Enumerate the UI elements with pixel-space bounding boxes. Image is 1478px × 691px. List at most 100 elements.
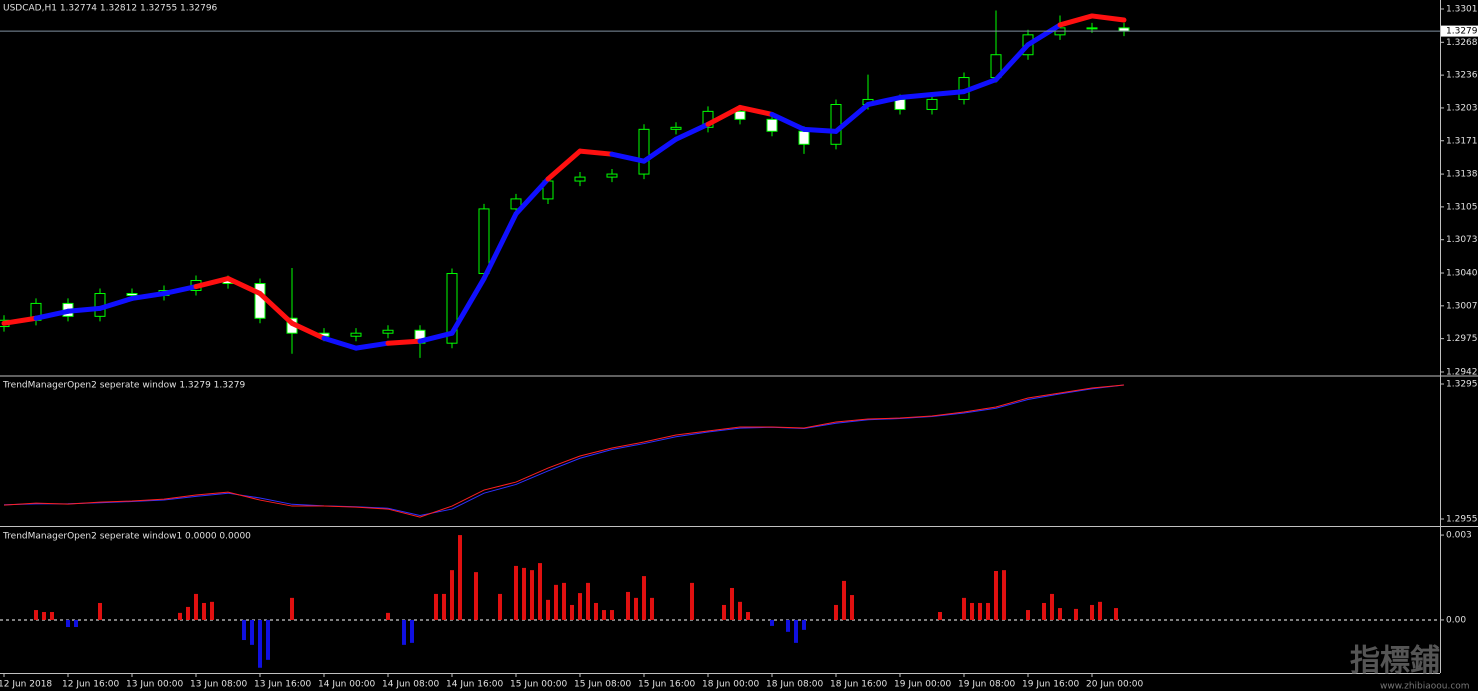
histogram-bar (938, 612, 942, 620)
histogram-bar (554, 584, 558, 620)
histogram-bar (450, 570, 454, 620)
candle-body (478, 208, 490, 275)
x-tick-label: 12 Jun 2018 (0, 680, 52, 690)
trend-segment (257, 291, 295, 326)
histogram-bar (994, 571, 998, 620)
x-tick-label: 14 Jun 00:00 (318, 680, 375, 690)
histogram-bar (986, 602, 990, 620)
histogram-bar (202, 602, 206, 620)
trend-segment (353, 340, 391, 351)
histogram-bar (458, 535, 462, 620)
y-tick-label: 1.29420 (1446, 367, 1478, 377)
x-tick-label: 13 Jun 08:00 (190, 680, 247, 690)
histogram-bar (402, 619, 406, 645)
x-tick-label: 13 Jun 16:00 (254, 680, 311, 690)
y-tick-label: 1.3295 (1446, 379, 1478, 389)
histogram-bar (578, 593, 582, 620)
candle-body (350, 332, 362, 337)
histogram-bar (242, 619, 246, 641)
histogram-bar (290, 597, 294, 620)
panel-title: USDCAD,H1 1.32774 1.32812 1.32755 1.3279… (3, 4, 218, 14)
trend-segment (577, 148, 615, 157)
histogram-bar (626, 591, 630, 620)
histogram-bar (850, 595, 854, 620)
histogram-bar (586, 582, 590, 620)
panel-title: TrendManagerOpen2 seperate window1 0.000… (2, 532, 251, 542)
candle-body (734, 110, 746, 120)
histogram-bar (1002, 570, 1006, 620)
candle-body (638, 128, 650, 175)
histogram-bar (602, 610, 606, 620)
x-tick-label: 20 Jun 00:00 (1086, 680, 1143, 690)
y-tick-label: 1.2955 (1446, 515, 1478, 525)
histogram-bar (442, 593, 446, 620)
x-tick-label: 12 Jun 16:00 (62, 680, 119, 690)
y-tick-label: 1.30075 (1446, 301, 1478, 311)
histogram-bar (514, 565, 518, 620)
candle-body (766, 118, 778, 132)
histogram-bar (1050, 593, 1054, 620)
histogram-bar (690, 582, 694, 620)
histogram-bar (530, 570, 534, 620)
x-tick-label: 15 Jun 00:00 (510, 680, 567, 690)
trend-segment (801, 126, 839, 134)
trend-segment (545, 148, 583, 182)
histogram-bar (50, 612, 54, 620)
histogram-bar (434, 593, 438, 620)
histogram-bar (250, 619, 254, 645)
x-tick-label: 19 Jun 16:00 (1022, 680, 1079, 690)
x-tick-label: 14 Jun 16:00 (446, 680, 503, 690)
trend-segment (321, 335, 359, 351)
trend-segment (385, 338, 423, 346)
histogram-bar (610, 610, 614, 620)
y-tick-label: 0.00 (1446, 615, 1466, 625)
histogram-bar (1098, 601, 1102, 620)
histogram-bar (258, 619, 262, 668)
histogram-bar (1114, 608, 1118, 620)
y-tick-label: 1.29750 (1446, 334, 1478, 344)
y-tick-label: 1.31380 (1446, 170, 1478, 180)
current-price-label: 1.32796 (1446, 27, 1478, 37)
histogram-bar (802, 619, 806, 630)
y-tick-label: 1.31710 (1446, 136, 1478, 146)
histogram-bar (634, 597, 638, 620)
candle-body (670, 126, 682, 130)
indicator-line (3, 384, 1125, 518)
x-tick-label: 13 Jun 00:00 (126, 680, 183, 690)
histogram-bar (1074, 608, 1078, 620)
watermark-url: www.zhibiaoou.com (1380, 682, 1470, 691)
trend-segment (417, 330, 455, 344)
candle-body (574, 176, 586, 182)
candle-body (894, 98, 906, 110)
trend-segment (929, 89, 967, 98)
histogram-bar (538, 563, 542, 620)
histogram-bar (546, 599, 550, 620)
histogram-bar (746, 612, 750, 620)
candle-body (830, 104, 842, 145)
trend-segment (161, 284, 199, 297)
histogram-bar (266, 619, 270, 660)
indicator-line (3, 384, 1125, 516)
trend-segment (513, 176, 551, 217)
watermark: 指標鋪 (1350, 644, 1440, 679)
trend-segment (65, 305, 103, 314)
y-tick-label: 0.003 (1446, 531, 1472, 541)
y-tick-label: 1.32360 (1446, 71, 1478, 81)
x-tick-label: 15 Jun 16:00 (638, 680, 695, 690)
trend-segment (993, 42, 1031, 83)
histogram-bar (210, 601, 214, 620)
trend-segment (897, 92, 935, 101)
histogram-bar (410, 619, 414, 643)
histogram-bar (178, 612, 182, 620)
candle-body (510, 198, 522, 210)
candle-body (382, 329, 394, 334)
histogram-bar (522, 567, 526, 620)
candle-body (926, 98, 938, 110)
histogram-bar (1042, 602, 1046, 620)
trend-segment (961, 77, 999, 95)
trend-segment (225, 276, 263, 297)
y-tick-label: 1.32035 (1446, 103, 1478, 113)
histogram-bar (722, 604, 726, 620)
